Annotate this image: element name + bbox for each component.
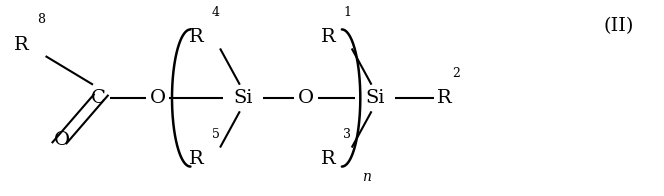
Text: R: R (438, 89, 452, 107)
Text: Si: Si (365, 89, 384, 107)
Text: (II): (II) (603, 17, 633, 35)
Text: 4: 4 (212, 6, 220, 19)
Text: n: n (362, 170, 371, 184)
Text: 2: 2 (452, 67, 459, 80)
Text: R: R (189, 150, 204, 168)
Text: O: O (297, 89, 313, 107)
Text: R: R (321, 150, 335, 168)
Text: O: O (149, 89, 165, 107)
Text: Si: Si (233, 89, 253, 107)
Text: 5: 5 (212, 128, 219, 141)
Text: O: O (54, 131, 70, 149)
Text: 3: 3 (343, 128, 351, 141)
Text: 8: 8 (37, 13, 45, 26)
Text: R: R (321, 28, 335, 46)
Text: 1: 1 (343, 6, 351, 19)
Text: R: R (15, 36, 29, 54)
Text: R: R (189, 28, 204, 46)
Text: C: C (91, 89, 106, 107)
